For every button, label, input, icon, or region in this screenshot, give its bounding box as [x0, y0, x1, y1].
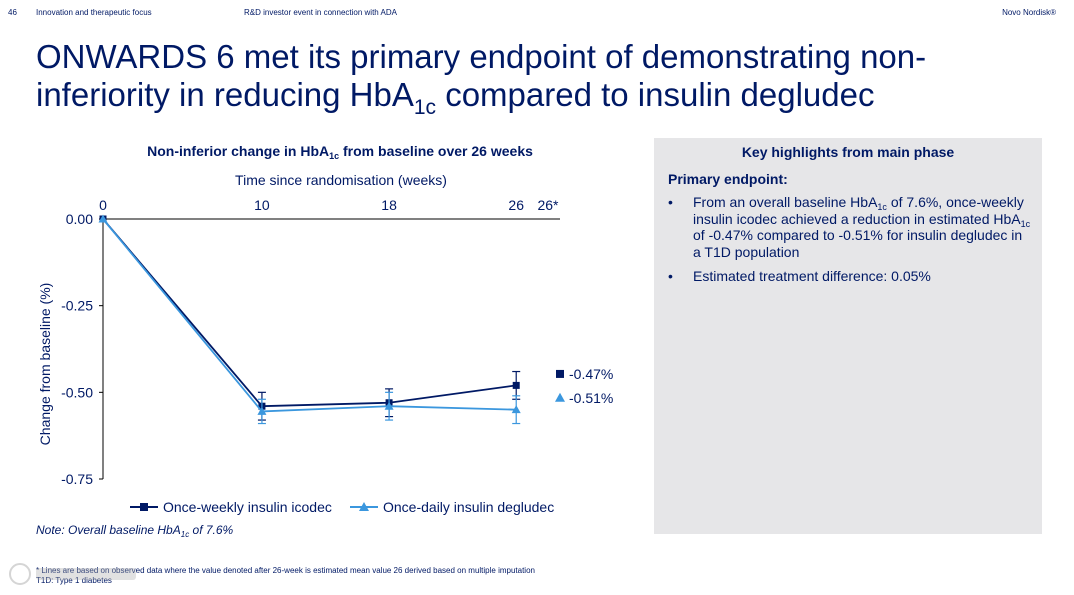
page-number: 46: [8, 8, 17, 17]
section-label: Innovation and therapeutic focus: [36, 8, 152, 17]
note-before: Note: Overall baseline HbA: [36, 523, 181, 537]
legend-label-1: Once-daily insulin degludec: [383, 499, 554, 515]
y-axis-title: Change from baseline (%): [37, 283, 53, 446]
panel-title: Key highlights from main phase: [741, 144, 955, 160]
y-tick-label: 0.00: [66, 211, 93, 227]
note-subscript: 1c: [180, 530, 190, 539]
data-point-triangle: [511, 405, 521, 414]
event-label: R&D investor event in connection with AD…: [244, 8, 397, 17]
data-point-triangle: [384, 401, 394, 410]
chart-title-after: from baseline over 26 weeks: [339, 143, 533, 159]
baseline-note: Note: Overall baseline HbA1c of 7.6%: [36, 523, 234, 539]
bullet-marker: •: [668, 268, 673, 284]
final-marker-square: [556, 369, 564, 378]
final-value-label: -0.47%: [569, 366, 613, 382]
watermark-logo: [9, 563, 136, 585]
x-tick-label: 0: [99, 197, 107, 213]
legend-marker-square: [140, 503, 148, 511]
legend-label-0: Once-weekly insulin icodec: [163, 499, 332, 515]
data-point-square: [512, 381, 520, 389]
x-tick-label: 26*: [537, 197, 559, 213]
title-subscript: 1c: [413, 96, 437, 119]
bullet1-sub2: 1c: [1020, 218, 1031, 229]
bullet2-text: Estimated treatment difference: 0.05%: [693, 268, 931, 284]
title-text-after: compared to insulin degludec: [436, 76, 875, 113]
legend-marker-triangle: [359, 502, 369, 511]
highlight-item: • From an overall baseline HbA1c of 7.6%,…: [668, 194, 1032, 260]
note-after: of 7.6%: [189, 523, 234, 537]
final-marker-triangle: [555, 392, 565, 402]
data-point-triangle: [98, 214, 108, 223]
bullet1-part-a: From an overall baseline HbA: [693, 194, 878, 210]
page-title: ONWARDS 6 met its primary endpoint of de…: [36, 38, 1046, 118]
bullet1-sub1: 1c: [877, 202, 887, 212]
chart-title-subscript: 1c: [329, 151, 340, 161]
data-point-triangle: [257, 406, 267, 415]
brand-label: Novo Nordisk®: [1002, 8, 1056, 17]
bullet-marker: •: [668, 194, 673, 210]
x-axis-title: Time since randomisation (weeks): [235, 172, 447, 188]
y-tick-label: -0.75: [61, 471, 93, 487]
series-line-1: [102, 218, 517, 413]
highlights-panel: Key highlights from main phase Primary e…: [654, 138, 1042, 534]
footnote-abbreviation: T1D: Type 1 diabetes: [36, 576, 112, 585]
highlight-item: • Estimated treatment difference: 0.05%: [668, 268, 1032, 285]
final-value-label: -0.51%: [569, 390, 613, 406]
title-text-before: ONWARDS 6 met its primary endpoint of de…: [36, 38, 927, 113]
bullet1-part-c: of -0.47% compared to -0.51% for insulin…: [693, 227, 1023, 260]
y-tick-label: -0.25: [61, 298, 93, 314]
y-tick-label: -0.50: [61, 384, 93, 400]
x-tick-label: 26: [508, 197, 524, 213]
bullet1-part-b: of 7.6%, once-weekly insulin icodec achi…: [693, 194, 1024, 227]
x-tick-label: 10: [254, 197, 270, 213]
chart-title: Non-inferior change in HbA1c from baseli…: [40, 143, 640, 161]
line-chart: Time since randomisation (weeks) Change f…: [37, 172, 613, 515]
panel-subtitle: Primary endpoint:: [668, 171, 788, 187]
x-tick-label: 18: [381, 197, 397, 213]
highlights-list: • From an overall baseline HbA1c of 7.6%,…: [668, 194, 1032, 293]
chart-title-before: Non-inferior change in HbA: [147, 143, 330, 159]
footnote-imputation: * Lines are based on observed data where…: [36, 566, 535, 575]
series-line-0: [102, 218, 517, 408]
